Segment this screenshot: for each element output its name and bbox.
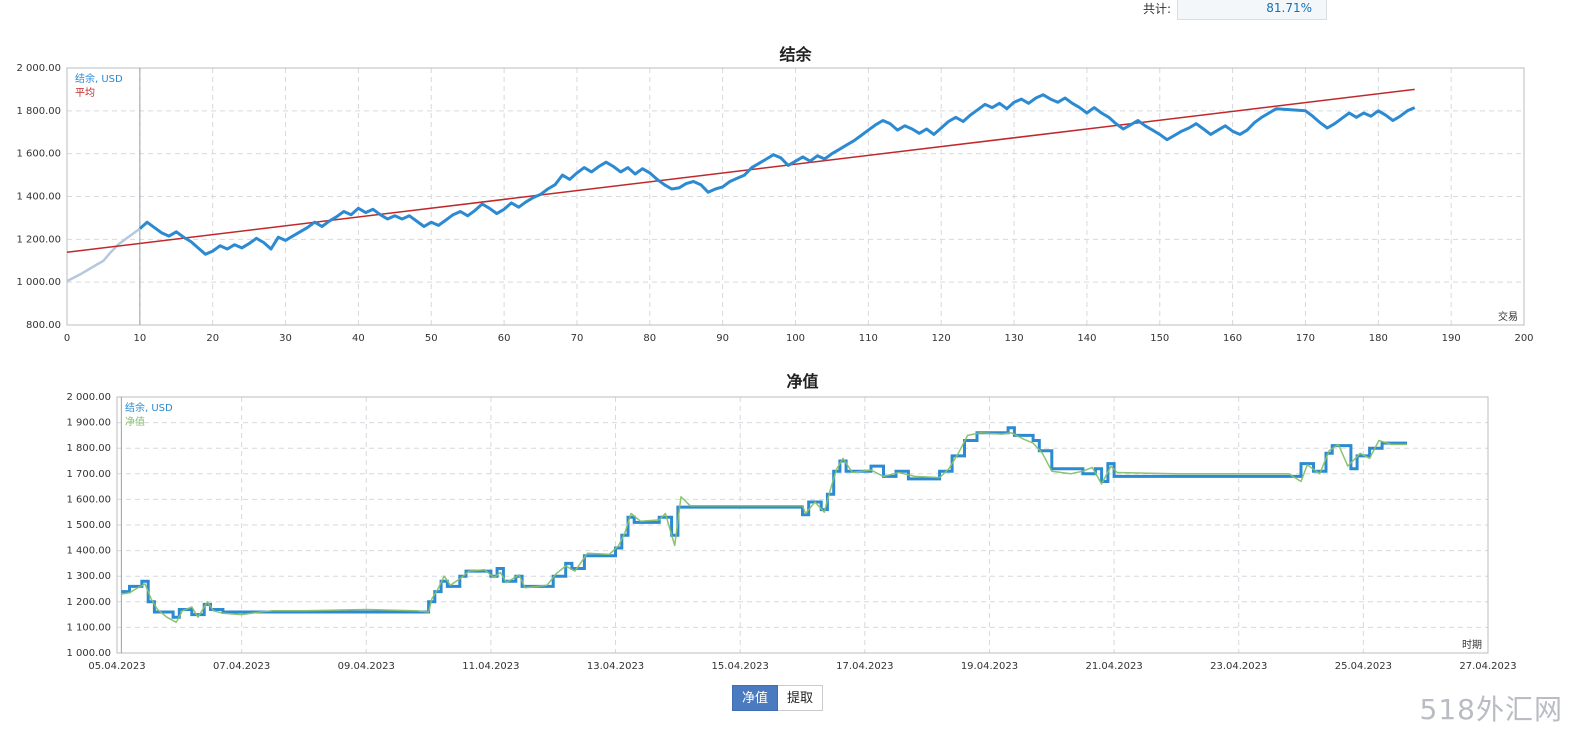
chart-title-0: 结余 [778, 45, 812, 64]
legend-entry: 净值 [125, 415, 145, 428]
x-tick-label: 07.04.2023 [213, 661, 270, 672]
average-line [66, 88, 1415, 253]
x-tick-label: 25.04.2023 [1335, 661, 1392, 672]
x-tick-label: 30 [279, 333, 292, 344]
x-tick-label: 17.04.2023 [836, 661, 893, 672]
x-tick-label: 160 [1223, 333, 1242, 344]
x-tick-label: 05.04.2023 [88, 661, 145, 672]
balance-step-line [121, 426, 1407, 619]
x-tick-label: 170 [1296, 333, 1315, 344]
view-toggle: 净值 提取 [732, 685, 824, 711]
plot-frame-1 [116, 396, 1489, 654]
x-tick-label: 180 [1369, 333, 1388, 344]
x-tick-label: 21.04.2023 [1085, 661, 1142, 672]
x-tick-label: 10 [133, 333, 146, 344]
x-tick-label: 200 [1514, 333, 1533, 344]
x-tick-label: 11.04.2023 [462, 661, 519, 672]
y-tick-label: 1 300.00 [66, 571, 111, 582]
watermark-logo: 518外汇网 [1419, 693, 1563, 726]
x-tick-label: 150 [1150, 333, 1169, 344]
y-tick-label: 1 400.00 [66, 546, 111, 557]
total-value-box: 81.71% [1177, 0, 1327, 20]
y-tick-label: 1 600.00 [16, 149, 61, 160]
y-tick-label: 1 900.00 [66, 418, 111, 429]
x-tick-label: 50 [425, 333, 438, 344]
y-tick-label: 1 600.00 [66, 494, 111, 505]
x-tick-label: 110 [859, 333, 878, 344]
legend-entry: 结余, USD [125, 401, 173, 414]
equity-line [121, 432, 1407, 624]
withdraw-button[interactable]: 提取 [778, 685, 824, 711]
y-tick-label: 1 000.00 [66, 648, 111, 659]
x-tick-label: 90 [716, 333, 729, 344]
x-tick-label: 15.04.2023 [712, 661, 769, 672]
y-tick-label: 1 500.00 [66, 520, 111, 531]
x-tick-label: 190 [1442, 333, 1461, 344]
y-tick-label: 1 800.00 [16, 106, 61, 117]
x-tick-label: 19.04.2023 [961, 661, 1018, 672]
y-tick-label: 1 000.00 [16, 277, 61, 288]
y-tick-label: 1 400.00 [16, 192, 61, 203]
x-tick-label: 27.04.2023 [1459, 661, 1516, 672]
x-tick-label: 120 [932, 333, 951, 344]
y-tick-label: 800.00 [26, 320, 61, 331]
chart-title-1: 净值 [786, 372, 818, 391]
x-tick-label: 40 [352, 333, 365, 344]
x-tick-label: 60 [498, 333, 511, 344]
x-tick-label: 20 [206, 333, 219, 344]
x-axis-label: 时期 [1462, 639, 1482, 651]
y-tick-label: 2 000.00 [16, 63, 61, 74]
x-tick-label: 23.04.2023 [1210, 661, 1267, 672]
equity-button[interactable]: 净值 [732, 685, 779, 711]
y-tick-label: 2 000.00 [66, 392, 111, 403]
y-tick-label: 1 700.00 [66, 469, 111, 480]
x-tick-label: 130 [1005, 333, 1024, 344]
y-tick-label: 1 800.00 [66, 443, 111, 454]
plot-frame-0 [66, 67, 1525, 326]
y-tick-label: 1 200.00 [66, 597, 111, 608]
legend-entry: 平均 [75, 87, 95, 99]
legend-entry: 结余, USD [75, 72, 123, 85]
x-tick-label: 80 [643, 333, 656, 344]
summary-bar: 共计: 81.71% [1143, 0, 1577, 20]
balance-initial-segment [66, 227, 141, 283]
x-tick-label: 0 [64, 333, 70, 344]
x-tick-label: 70 [571, 333, 584, 344]
x-axis-label: 交易 [1498, 310, 1518, 323]
x-tick-label: 100 [786, 333, 805, 344]
y-tick-label: 1 100.00 [66, 622, 111, 633]
x-tick-label: 09.04.2023 [338, 661, 395, 672]
x-tick-label: 140 [1077, 333, 1096, 344]
balance-line [138, 93, 1416, 256]
x-tick-label: 13.04.2023 [587, 661, 644, 672]
y-tick-label: 1 200.00 [16, 234, 61, 245]
total-label: 共计: [1142, 2, 1171, 16]
